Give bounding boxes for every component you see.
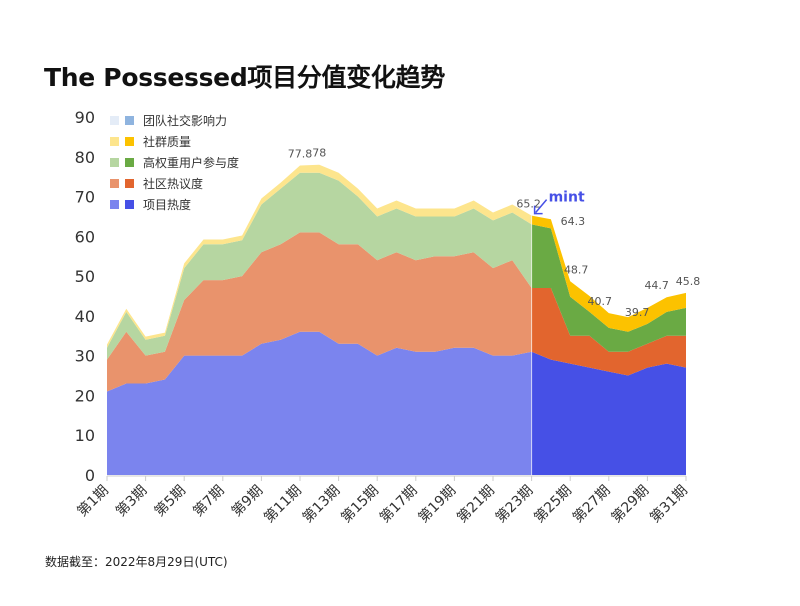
legend-swatch-light [110, 158, 119, 167]
legend-item[interactable]: 团队社交影响力 [110, 110, 239, 131]
data-label: 64.3 [561, 215, 586, 228]
legend-label: 高权重用户参与度 [143, 156, 240, 170]
x-tick-label: 第25期 [531, 482, 575, 526]
legend-swatch-dark [125, 137, 134, 146]
area-dark-series-1 [531, 288, 686, 376]
y-tick-label: 40 [75, 307, 95, 326]
legend-swatch-light [110, 137, 119, 146]
data-label: 45.8 [676, 275, 701, 288]
y-tick-label: 20 [75, 386, 95, 405]
x-tick-label: 第19期 [415, 482, 459, 526]
legend-swatch-light [110, 200, 119, 209]
y-tick-label: 60 [75, 227, 95, 246]
x-tick-label: 第23期 [492, 482, 536, 526]
x-tick-label: 第13期 [299, 482, 343, 526]
data-label: 44.7 [644, 279, 669, 292]
legend-swatch-light [110, 179, 119, 188]
y-tick-label: 70 [75, 188, 95, 207]
legend-swatch-dark [125, 116, 134, 125]
x-tick-label: 第11期 [260, 482, 304, 526]
data-label: 78 [312, 147, 326, 160]
y-tick-label: 0 [85, 466, 95, 485]
area-dark-series-3 [531, 215, 686, 332]
y-tick-label: 50 [75, 267, 95, 286]
x-tick-label: 第3期 [112, 482, 150, 520]
y-tick-label: 30 [75, 347, 95, 366]
legend-item[interactable]: 社区热议度 [110, 173, 239, 194]
y-tick-label: 90 [75, 108, 95, 127]
y-tick-label: 80 [75, 148, 95, 167]
legend-swatch-dark [125, 200, 134, 209]
x-tick-label: 第29期 [608, 482, 652, 526]
legend-swatch-dark [125, 179, 134, 188]
legend: 团队社交影响力 社群质量高权重用户参与度 社区热议度项目热度 [110, 110, 239, 215]
legend-item[interactable]: 高权重用户参与度 [110, 152, 239, 173]
data-label: 77.8 [288, 148, 313, 161]
legend-label: 社群质量 [143, 135, 192, 149]
area-dark-series-0 [531, 351, 686, 475]
legend-label: 项目热度 [143, 198, 192, 212]
area-light-series-3 [107, 164, 532, 348]
legend-label: 团队社交影响力 [143, 114, 228, 128]
mint-annotation-label: mint [549, 190, 585, 206]
mint-arrow-icon [535, 199, 548, 214]
data-label: 48.7 [564, 263, 589, 276]
x-tick-label: 第7期 [189, 482, 227, 520]
legend-label: 社区热议度 [143, 177, 204, 191]
area-light-series-1 [107, 232, 532, 392]
data-date-footer: 数据截至：2022年8月29日(UTC) [45, 555, 228, 569]
x-tick-label: 第1期 [74, 482, 112, 520]
data-label: 40.7 [588, 295, 613, 308]
legend-swatch-dark [125, 158, 134, 167]
legend-swatch-light [110, 116, 119, 125]
x-tick-label: 第17期 [376, 482, 420, 526]
mint-arrowhead-icon [533, 205, 543, 215]
area-light-series-0 [107, 331, 532, 475]
chart-title: The Possessed项目分值变化趋势 [44, 63, 446, 92]
y-tick-label: 10 [75, 426, 95, 445]
x-tick-label: 第15期 [338, 482, 382, 526]
legend-item[interactable]: 社群质量 [110, 131, 239, 152]
area-light-series-2 [107, 172, 532, 360]
legend-item[interactable]: 项目热度 [110, 194, 239, 215]
x-tick-label: 第5期 [151, 482, 189, 520]
x-tick-label: 第21期 [453, 482, 497, 526]
data-label: 39.7 [625, 306, 650, 319]
x-tick-label: 第27期 [569, 482, 613, 526]
area-dark-series-2 [531, 224, 686, 352]
data-label: 65.2 [516, 198, 541, 211]
x-tick-label: 第31期 [646, 482, 690, 526]
